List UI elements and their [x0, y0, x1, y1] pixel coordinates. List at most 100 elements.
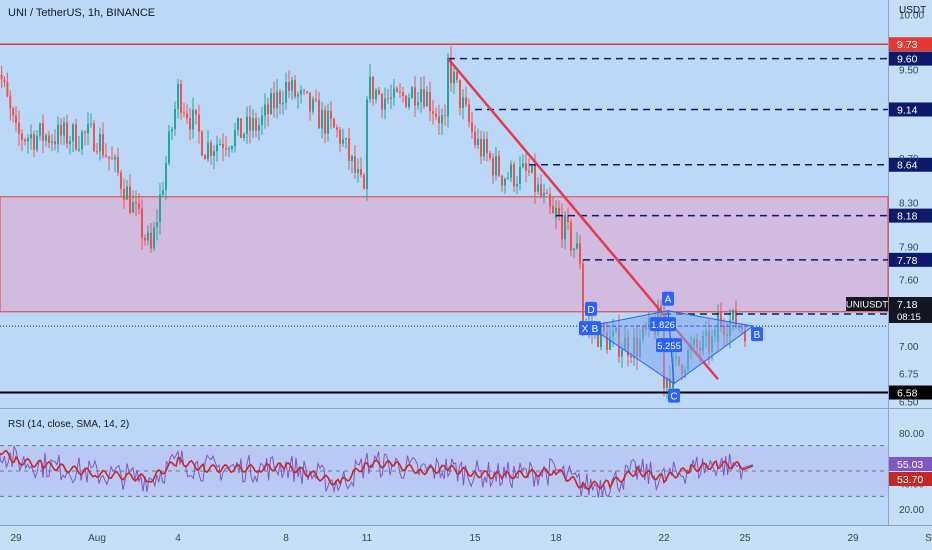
time-tick-15: 15 — [469, 533, 481, 544]
candle-body — [630, 356, 632, 358]
candle-body — [720, 312, 722, 326]
candle-body — [252, 118, 254, 131]
currency-label: USDT — [899, 5, 926, 16]
pattern-point-badge-C — [668, 388, 680, 403]
candle-body — [609, 336, 611, 350]
price-tick-6.75: 6.75 — [899, 370, 919, 381]
candle-body — [102, 134, 104, 156]
candle-body — [555, 207, 557, 219]
candle-body — [114, 156, 116, 160]
candle-body — [411, 87, 413, 99]
candle-body — [390, 97, 392, 99]
candle-body — [180, 83, 182, 113]
last-price-badge — [889, 297, 932, 323]
candle-body — [24, 139, 26, 142]
candle-body — [57, 124, 59, 145]
time-axis[interactable] — [0, 525, 932, 550]
candle-body — [282, 102, 284, 104]
candle-body — [561, 214, 563, 240]
candle-body — [222, 144, 224, 149]
rsi-ma-value-text: 53.70 — [897, 474, 923, 486]
candle-body — [333, 119, 335, 128]
candle-body — [156, 222, 158, 228]
candle-body — [366, 99, 368, 189]
candle-body — [3, 79, 6, 82]
time-tick-Aug: Aug — [88, 533, 106, 544]
candle-body — [459, 79, 461, 108]
candle-body — [399, 91, 401, 93]
candle-body — [192, 109, 194, 130]
price-chart-area[interactable] — [0, 46, 889, 400]
candle-body — [324, 109, 326, 134]
level-badge-7.78 — [889, 252, 932, 267]
candle-body — [54, 141, 56, 145]
candle-body — [498, 155, 500, 176]
candle-body — [288, 82, 290, 91]
candle-body — [174, 108, 176, 130]
candle-body — [420, 89, 422, 103]
candle-body — [414, 87, 416, 106]
candle-body — [39, 123, 41, 136]
candle-body — [300, 90, 302, 95]
candle-body — [441, 115, 443, 124]
candle-body — [30, 134, 32, 139]
candle-body — [291, 80, 293, 91]
horizontal-levels — [0, 43, 888, 394]
candle-body — [12, 108, 15, 116]
candle-body — [123, 188, 125, 200]
rsi-ma-line — [0, 449, 754, 491]
candle-body — [444, 115, 446, 117]
candle-body — [396, 88, 398, 92]
candle-body — [27, 138, 29, 142]
candle-body — [537, 184, 539, 192]
candle-body — [177, 83, 179, 109]
candle-body — [528, 170, 530, 173]
level-badge-8.18 — [889, 208, 932, 223]
candle-body — [294, 80, 296, 97]
candle-body — [579, 243, 581, 264]
candle-body — [78, 149, 80, 151]
price-tick-10.00: 10.00 — [899, 10, 924, 21]
level-badge-8.64 — [889, 157, 932, 172]
time-tick-29: 29 — [847, 533, 859, 544]
candle-body — [351, 156, 353, 162]
candle-body — [36, 135, 38, 150]
candle-body — [63, 122, 65, 136]
candle-body — [507, 177, 509, 179]
candle-body — [543, 192, 545, 196]
candle-body — [6, 81, 9, 97]
time-tick-18: 18 — [550, 533, 562, 544]
time-tick-4: 4 — [175, 533, 181, 544]
pattern-point-badge-D — [585, 301, 597, 316]
candle-body — [51, 141, 53, 143]
candle-body — [384, 98, 386, 110]
candle-body — [540, 184, 542, 196]
candle-body — [135, 202, 137, 204]
level-badge-9.14 — [889, 102, 932, 117]
candle-body — [261, 115, 263, 126]
candle-body — [309, 92, 311, 112]
candle-body — [165, 163, 167, 191]
candle-body — [267, 104, 269, 114]
candle-body — [417, 102, 419, 106]
candle-body — [246, 116, 248, 134]
candle-body — [606, 331, 608, 350]
candle-body — [573, 248, 575, 251]
candle-body — [285, 82, 287, 103]
candle-body — [504, 178, 506, 186]
candle-body — [132, 202, 134, 213]
candle-body — [474, 131, 476, 146]
candle-body — [597, 326, 599, 348]
level-badge-text-8.18: 8.18 — [897, 211, 918, 223]
candle-body — [435, 113, 437, 117]
candle-body — [360, 168, 362, 175]
level-badge-text-9.60: 9.60 — [897, 54, 918, 66]
candle-body — [552, 206, 554, 213]
candle-body — [519, 166, 521, 184]
symbol-badge — [846, 297, 888, 311]
candle-body — [87, 124, 89, 134]
candle-body — [171, 129, 173, 132]
candle-body — [549, 193, 551, 207]
candle-body — [495, 155, 497, 176]
bar-countdown-text: 08:15 — [897, 312, 921, 323]
